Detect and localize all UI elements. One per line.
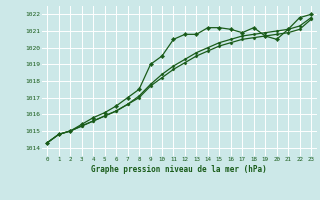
X-axis label: Graphe pression niveau de la mer (hPa): Graphe pression niveau de la mer (hPa) (91, 165, 267, 174)
